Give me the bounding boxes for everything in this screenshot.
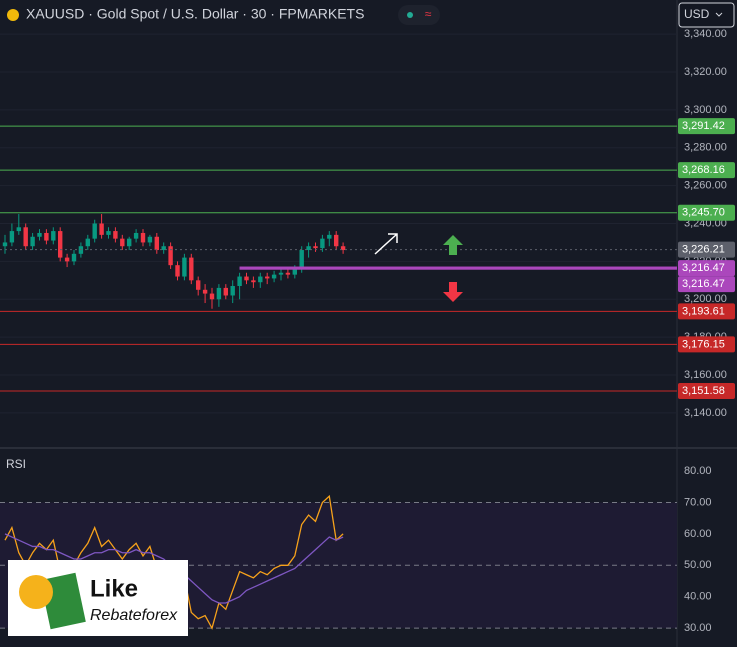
y-tick-label: 3,300.00 (684, 104, 727, 116)
candle-body (9, 231, 15, 243)
y-tick-label: 60.00 (684, 528, 712, 540)
candle-body (99, 223, 104, 235)
candle-body (327, 234, 332, 239)
trend-arrow (374, 233, 398, 255)
logo-subtitle: Rebateforex (90, 607, 178, 624)
candle-body (106, 231, 111, 235)
candle-body (223, 287, 228, 296)
logo-face (19, 575, 53, 609)
level-label: 3,226.21 (682, 244, 725, 256)
candle-body (161, 246, 166, 251)
y-tick-label: 3,260.00 (684, 180, 727, 192)
level-label: 3,193.61 (682, 305, 725, 317)
candle-body (168, 246, 173, 266)
y-tick-label: 70.00 (684, 496, 712, 508)
candle-body (334, 234, 339, 247)
dropdown-caret (715, 12, 723, 17)
candle-body (299, 250, 304, 269)
candle-body (237, 276, 242, 287)
level-label-box (678, 241, 735, 258)
candle-body (71, 253, 77, 262)
currency-button[interactable] (678, 2, 735, 28)
candle-body (16, 227, 21, 232)
candle-body (182, 257, 187, 277)
candle-body (127, 238, 132, 247)
candle-body (154, 236, 159, 251)
level-label: 3,216.47 (682, 262, 725, 274)
candle-body (251, 280, 256, 283)
candle-body (2, 242, 8, 247)
level-label-box (678, 118, 735, 135)
candle-body (216, 287, 222, 300)
y-tick-label: 50.00 (684, 559, 712, 571)
candle-body (44, 232, 49, 241)
status-dot (407, 12, 413, 18)
candle-body (37, 232, 42, 237)
candle-body (92, 223, 97, 239)
candle-body (196, 280, 201, 290)
candle-body (306, 246, 311, 251)
candle-body (175, 265, 180, 277)
y-tick-label: 3,140.00 (684, 407, 727, 419)
y-tick-label: 40.00 (684, 591, 712, 603)
candle-body (30, 236, 35, 247)
status-icon: ≈ (425, 7, 432, 21)
status-pill[interactable] (398, 5, 440, 25)
level-label-box (678, 162, 735, 179)
y-tick-label: 3,280.00 (684, 142, 727, 154)
candle-body (113, 231, 118, 239)
level-label: 3,291.42 (682, 120, 725, 132)
symbol-title: XAUUSD · Gold Spot / U.S. Dollar · 30 · … (26, 6, 364, 22)
candle-body (285, 272, 291, 275)
y-tick-label: 3,200.00 (684, 293, 727, 305)
level-label-box (678, 336, 735, 353)
candle-body (202, 289, 208, 294)
level-label-box (678, 382, 735, 399)
candle-body (23, 227, 28, 247)
y-tick-label: 3,320.00 (684, 66, 727, 78)
y-tick-label: 80.00 (684, 465, 712, 477)
level-label-box (678, 260, 735, 277)
level-label: 3,216.47 (682, 278, 725, 290)
symbol-icon (7, 9, 19, 21)
candle-body (120, 238, 125, 247)
y-tick-label: 30.00 (684, 622, 712, 634)
candle-body (320, 238, 325, 249)
currency-label: USD (684, 7, 710, 21)
level-label-box (678, 204, 735, 221)
candle-body (189, 257, 194, 281)
level-label: 3,268.16 (682, 164, 725, 176)
candle-body (51, 231, 56, 241)
candle-body (244, 276, 249, 281)
candle-body (147, 236, 153, 243)
candle-body (265, 276, 270, 279)
level-label-box (678, 276, 735, 293)
rsi-title: RSI (6, 457, 26, 471)
candle-body (340, 246, 346, 251)
candle-body (58, 231, 63, 258)
y-tick-label: 3,160.00 (684, 369, 727, 381)
candle-body (209, 293, 215, 300)
candle-body (230, 286, 235, 296)
candle-body (140, 232, 146, 243)
level-label: 3,151.58 (682, 385, 725, 397)
candle-body (278, 272, 284, 275)
candle-body (271, 274, 277, 279)
down-arrow (443, 282, 463, 302)
candle-body (258, 276, 263, 283)
candle-body (64, 257, 70, 262)
candle-body (133, 232, 139, 239)
candle-body (292, 268, 297, 275)
candle-body (85, 238, 90, 247)
level-label: 3,245.70 (682, 207, 725, 219)
level-label-box (678, 303, 735, 320)
candle-body (313, 246, 318, 249)
level-label: 3,176.15 (682, 338, 725, 350)
plot: 3,140.003,160.003,180.003,200.003,220.00… (0, 28, 735, 634)
y-tick-label: 3,340.00 (684, 28, 727, 40)
up-arrow (443, 235, 463, 255)
logo-title: Like (90, 575, 138, 602)
